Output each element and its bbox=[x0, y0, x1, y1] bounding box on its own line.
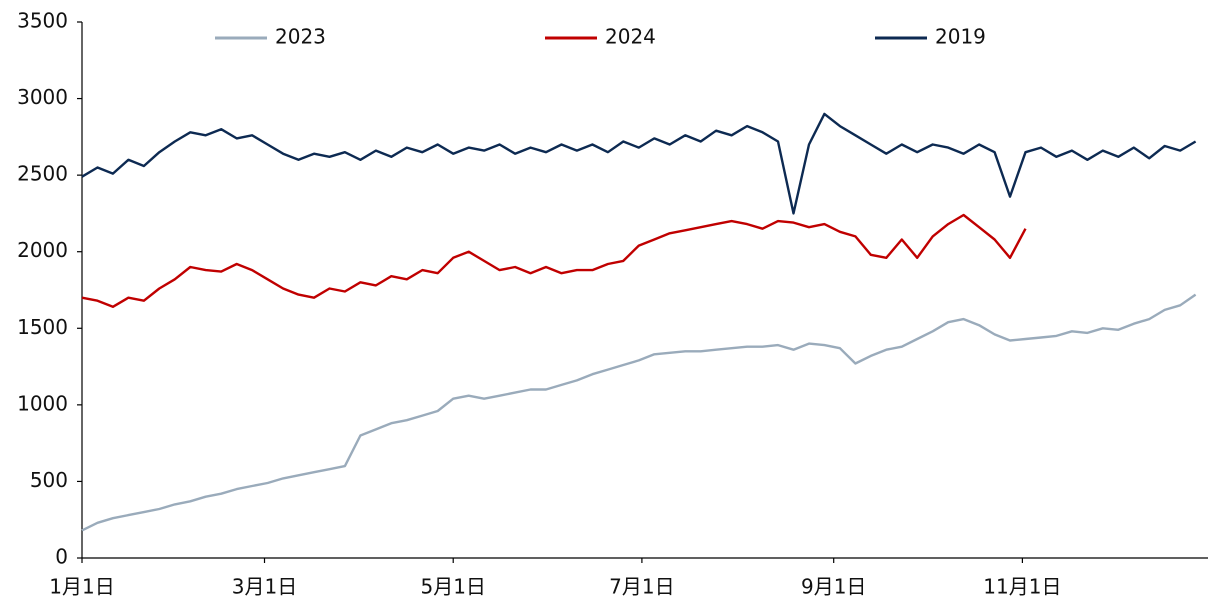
series-line bbox=[81, 213, 1027, 308]
legend-label: 2019 bbox=[935, 25, 986, 49]
series-line bbox=[81, 293, 1197, 532]
y-tick-label: 0 bbox=[55, 545, 68, 569]
y-tick-label: 3500 bbox=[17, 9, 68, 33]
y-tick-label: 2000 bbox=[17, 238, 68, 262]
x-tick-label: 5月1日 bbox=[420, 575, 485, 599]
x-tick-label: 3月1日 bbox=[232, 575, 297, 599]
x-tick-label: 7月1日 bbox=[609, 575, 674, 599]
legend-label: 2023 bbox=[275, 25, 326, 49]
y-tick-label: 1500 bbox=[17, 315, 68, 339]
y-tick-label: 2500 bbox=[17, 162, 68, 186]
x-tick-label: 1月1日 bbox=[49, 575, 114, 599]
x-tick-label: 9月1日 bbox=[801, 575, 866, 599]
legend-label: 2024 bbox=[605, 25, 656, 49]
series-line bbox=[81, 112, 1197, 215]
y-tick-label: 3000 bbox=[17, 85, 68, 109]
y-tick-label: 1000 bbox=[17, 391, 68, 415]
x-tick-label: 11月1日 bbox=[983, 575, 1061, 599]
y-tick-label: 500 bbox=[30, 468, 68, 492]
